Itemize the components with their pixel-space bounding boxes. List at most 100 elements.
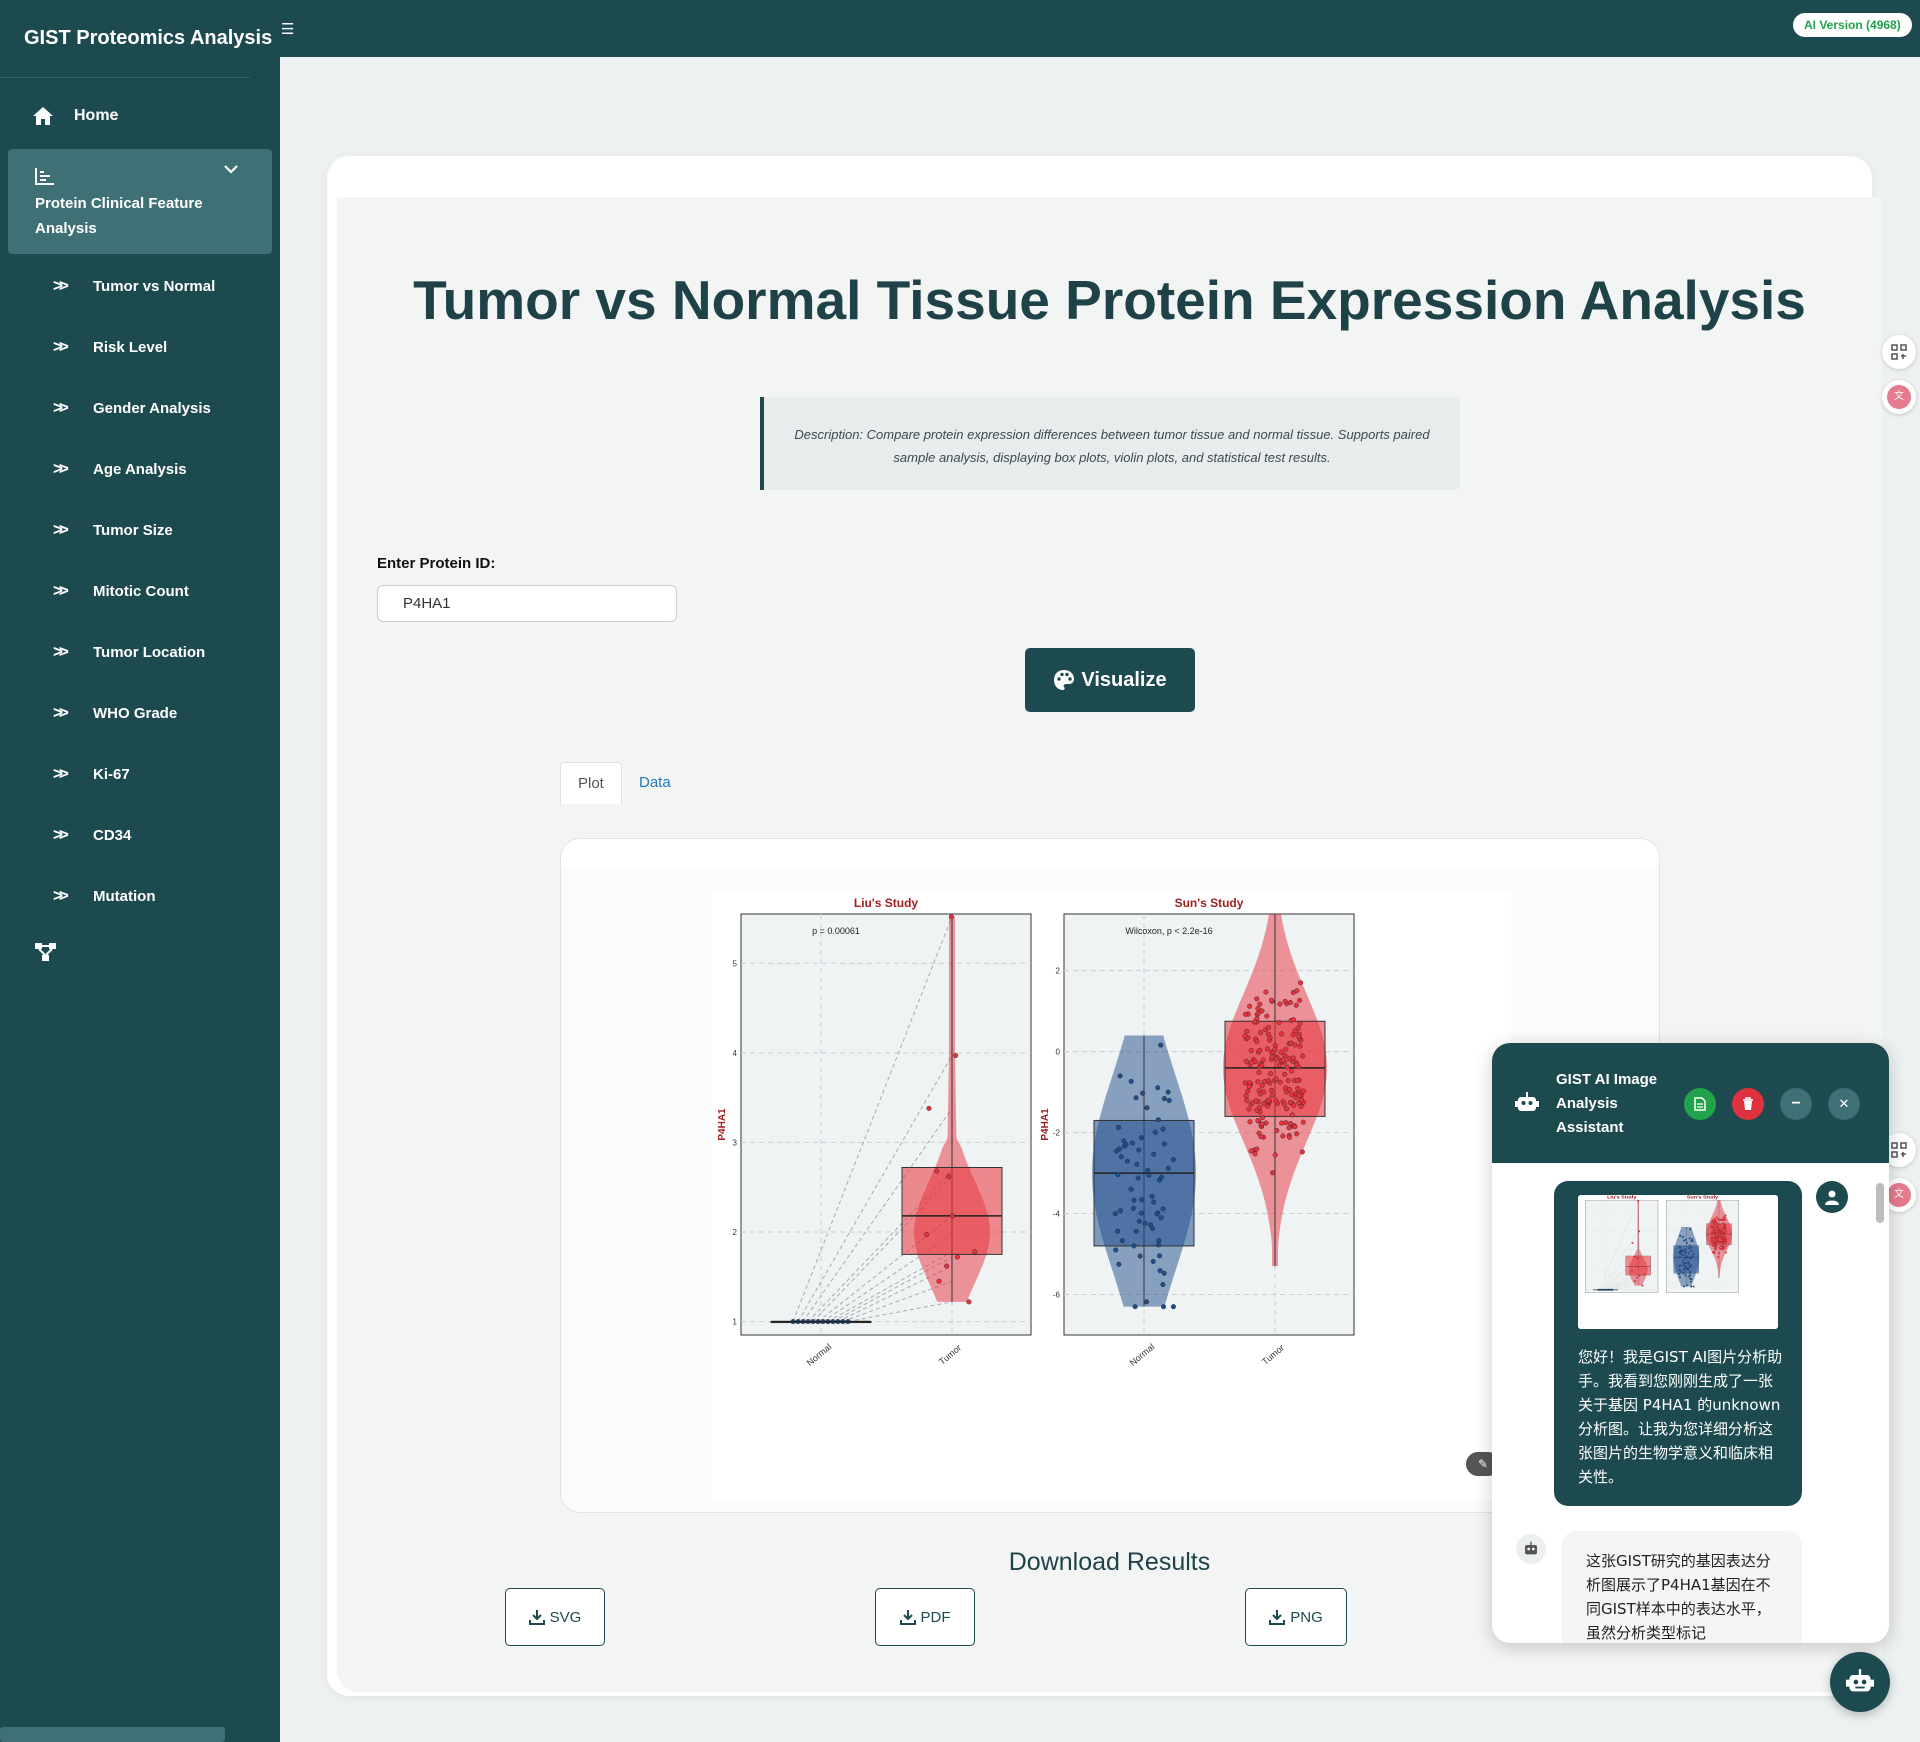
sidebar-item-tumor-location[interactable]: >> Tumor Location: [53, 637, 205, 667]
network-icon[interactable]: [34, 942, 58, 962]
data-point: [1684, 1248, 1687, 1251]
qr-code-icon[interactable]: [1882, 335, 1916, 369]
data-point: [1259, 1121, 1265, 1127]
data-point: [1691, 1240, 1694, 1243]
data-point: [1641, 1284, 1644, 1287]
tab-plot[interactable]: Plot: [560, 762, 622, 804]
bot-message-text: 这张GIST研究的基因表达分析图展示了P4HA1基因在不同GIST样本中的表达水…: [1586, 1552, 1771, 1642]
data-point: [972, 1249, 978, 1255]
export-document-icon[interactable]: [1684, 1088, 1716, 1120]
minimize-button[interactable]: −: [1780, 1088, 1812, 1120]
download-svg-button[interactable]: SVG: [505, 1588, 605, 1646]
user-avatar-icon: [1816, 1181, 1848, 1213]
sidebar-item-age[interactable]: >> Age Analysis: [53, 454, 187, 484]
data-point: [1711, 1237, 1714, 1240]
data-point: [1136, 1218, 1142, 1224]
data-point: [1289, 1092, 1295, 1098]
download-pdf-button[interactable]: PDF: [875, 1588, 975, 1646]
sidebar-group-clinical[interactable]: Protein Clinical Feature Analysis: [8, 149, 272, 254]
download-png-button[interactable]: PNG: [1245, 1588, 1347, 1646]
data-point: [1243, 1058, 1249, 1064]
data-point: [1246, 1083, 1252, 1089]
data-point: [1165, 1165, 1171, 1171]
data-point: [1689, 1280, 1693, 1283]
data-point: [1297, 997, 1303, 1003]
data-point: [1679, 1252, 1682, 1255]
data-point: [1724, 1230, 1727, 1233]
paired-line: [1600, 1242, 1639, 1290]
ai-assistant-fab[interactable]: [1830, 1652, 1890, 1712]
protein-id-input[interactable]: [377, 585, 677, 622]
sidebar-item-risk-level[interactable]: >> Risk Level: [53, 332, 167, 362]
data-point: [1721, 1237, 1724, 1240]
sidebar-divider: [0, 77, 250, 78]
close-button[interactable]: ✕: [1828, 1088, 1860, 1120]
robot-icon: [1846, 1669, 1874, 1692]
data-point: [1270, 1170, 1276, 1176]
sidebar-item-tumor-vs-normal[interactable]: >> Tumor vs Normal: [53, 271, 215, 301]
data-point: [1128, 1186, 1134, 1192]
data-point: [1720, 1242, 1723, 1244]
trash-icon[interactable]: [1732, 1088, 1764, 1120]
chart-thumbnail[interactable]: Liu's Study Sun's Study: [1578, 1195, 1778, 1329]
y-tick-label: -2: [1053, 1129, 1061, 1138]
chart-panel: Sun's Study: [1666, 1195, 1739, 1293]
data-point: [1714, 1229, 1717, 1232]
sidebar-item-mitotic-count[interactable]: >> Mitotic Count: [53, 576, 189, 606]
data-point: [1298, 1103, 1304, 1109]
data-point: [1637, 1265, 1640, 1268]
sidebar-item-who-grade[interactable]: >> WHO Grade: [53, 698, 177, 728]
sidebar-item-gender[interactable]: >> Gender Analysis: [53, 393, 211, 423]
visualize-button[interactable]: Visualize: [1025, 648, 1195, 712]
box-tumor: [1625, 1255, 1651, 1276]
data-point: [1121, 1138, 1127, 1144]
sidebar-item-ki67[interactable]: >> Ki-67: [53, 759, 130, 789]
data-point: [1259, 1008, 1265, 1014]
translate-icon[interactable]: 文: [1882, 380, 1916, 414]
sidebar-item-mutation[interactable]: >> Mutation: [53, 881, 155, 911]
data-point: [1252, 1151, 1258, 1157]
data-point: [1300, 1119, 1306, 1125]
data-point: [949, 1213, 955, 1219]
data-point: [1137, 1253, 1143, 1259]
sidebar-item-label: Tumor Location: [93, 643, 206, 661]
data-point: [1683, 1239, 1686, 1242]
sidebar-item-cd34[interactable]: >> CD34: [53, 820, 131, 850]
chevron-down-icon[interactable]: [223, 163, 239, 175]
data-point: [1166, 1098, 1172, 1104]
paired-line: [797, 1055, 953, 1322]
sidebar-scrollbar[interactable]: [0, 1727, 225, 1742]
data-point: [1243, 1093, 1249, 1099]
data-point: [1248, 1060, 1254, 1066]
data-point: [1684, 1265, 1687, 1267]
data-point: [954, 1254, 960, 1260]
bot-message: 这张GIST研究的基因表达分析图展示了P4HA1基因在不同GIST样本中的表达水…: [1562, 1531, 1802, 1643]
data-point: [1131, 1243, 1137, 1249]
sidebar-item-home[interactable]: Home: [32, 101, 118, 131]
version-badge: AI Version (4968): [1793, 13, 1912, 37]
data-point: [1135, 1175, 1141, 1181]
sidebar-item-label: Home: [74, 107, 119, 124]
data-point: [1714, 1237, 1717, 1239]
data-point: [1113, 1148, 1119, 1154]
data-point: [1287, 1000, 1293, 1006]
data-point: [1161, 1304, 1167, 1310]
tab-data[interactable]: Data: [639, 774, 671, 791]
data-point: [1150, 1226, 1156, 1232]
data-point: [1128, 1078, 1134, 1084]
data-point: [1154, 1211, 1160, 1217]
data-point: [1255, 1117, 1261, 1123]
plot-header: [561, 839, 1659, 869]
data-point: [1161, 1096, 1167, 1102]
data-point: [1274, 1128, 1280, 1134]
data-point: [1161, 1270, 1167, 1276]
menu-toggle-icon[interactable]: ☰: [281, 21, 295, 38]
chart-icon: [35, 168, 54, 185]
data-point: [1690, 1249, 1693, 1252]
data-point: [1284, 1064, 1290, 1070]
data-point: [1157, 1268, 1163, 1274]
data-point: [1714, 1225, 1717, 1228]
chat-scrollbar[interactable]: [1876, 1165, 1884, 1637]
sidebar-item-tumor-size[interactable]: >> Tumor Size: [53, 515, 173, 545]
data-point: [1254, 1016, 1260, 1022]
